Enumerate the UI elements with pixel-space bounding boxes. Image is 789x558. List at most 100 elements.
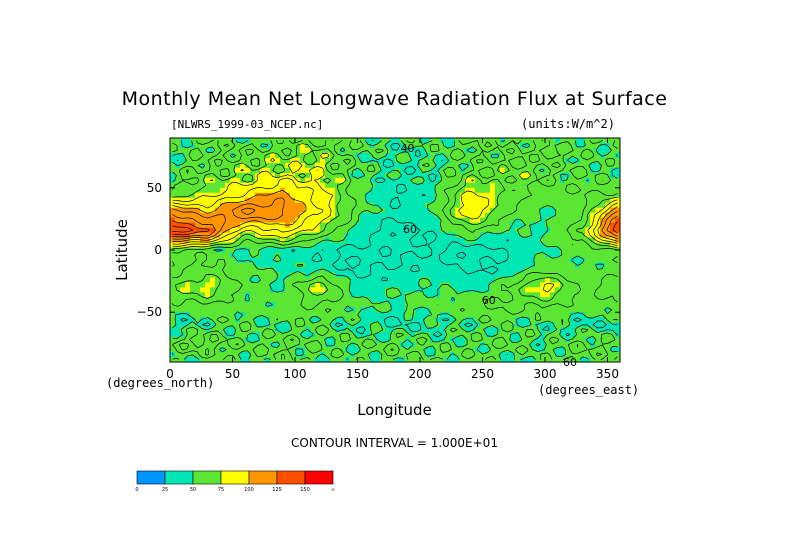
field-cell [450, 138, 456, 144]
field-cell [320, 312, 326, 318]
field-cell [565, 317, 571, 323]
field-cell [445, 272, 451, 278]
field-cell [240, 252, 246, 258]
field-cell [595, 287, 601, 293]
field-cell [505, 157, 511, 164]
field-cell [545, 312, 551, 318]
field-cell [430, 217, 436, 224]
field-cell [460, 252, 466, 258]
field-cell [340, 302, 346, 308]
field-cell [345, 352, 351, 358]
field-cell [615, 162, 620, 169]
field-cell [260, 167, 266, 174]
field-cell [545, 352, 551, 358]
field-cell [520, 182, 526, 189]
field-cell [570, 357, 576, 362]
field-cell [380, 142, 386, 149]
field-cell [615, 138, 620, 144]
field-cell [170, 302, 176, 308]
field-cell [585, 242, 591, 249]
field-cell [590, 292, 596, 298]
field-cell [230, 312, 236, 318]
field-cell [230, 277, 236, 283]
field-cell [490, 307, 496, 313]
field-cell [545, 217, 551, 224]
field-cell [490, 252, 496, 258]
field-cell [465, 232, 471, 239]
field-cell [265, 287, 271, 293]
field-cell [530, 292, 536, 298]
field-cell [210, 162, 216, 169]
field-cell [290, 337, 296, 343]
field-cell [305, 332, 311, 338]
field-cell [400, 302, 406, 308]
field-cell [360, 257, 366, 263]
field-cell [235, 172, 241, 179]
field-cell [190, 232, 196, 239]
field-cell [580, 307, 586, 313]
field-cell [180, 187, 186, 194]
field-cell [525, 242, 531, 249]
field-cell [480, 347, 486, 353]
field-cell [220, 357, 226, 362]
field-cell [415, 207, 421, 214]
field-cell [205, 147, 211, 154]
field-cell [220, 287, 226, 293]
field-cell [580, 177, 586, 184]
field-cell [330, 322, 336, 328]
field-cell [555, 142, 561, 149]
field-cell [615, 242, 620, 249]
field-cell [410, 217, 416, 224]
field-cell [500, 317, 506, 323]
field-cell [420, 312, 426, 318]
field-cell [300, 138, 306, 144]
field-cell [590, 322, 596, 328]
field-cell [510, 342, 516, 348]
field-cell [210, 277, 216, 283]
field-cell [590, 202, 596, 209]
field-cell [250, 182, 256, 189]
field-cell [530, 152, 536, 159]
field-cell [340, 162, 346, 169]
field-cell [510, 227, 516, 234]
field-cell [225, 267, 231, 273]
field-cell [500, 197, 506, 204]
field-cell [320, 237, 326, 244]
field-cell [390, 232, 396, 239]
field-cell [500, 352, 506, 358]
field-cell [595, 197, 601, 204]
field-cell [195, 138, 201, 144]
field-cell [580, 287, 586, 293]
field-cell [340, 282, 346, 288]
field-cell [610, 217, 616, 224]
field-cell [350, 147, 356, 154]
field-cell [600, 227, 606, 234]
field-cell [470, 307, 476, 313]
field-cell [175, 282, 181, 288]
field-cell [500, 172, 506, 179]
field-cell [615, 177, 620, 184]
field-cell [615, 167, 620, 174]
field-cell [505, 332, 511, 338]
field-cell [210, 182, 216, 189]
field-cell [520, 202, 526, 209]
field-cell [495, 217, 501, 224]
field-cell [185, 352, 191, 358]
field-cell [270, 172, 276, 179]
field-cell [580, 217, 586, 224]
field-cell [175, 307, 181, 313]
field-cell [520, 237, 526, 244]
field-cell [540, 177, 546, 184]
field-cell [320, 292, 326, 298]
field-cell [600, 167, 606, 174]
field-cell [260, 267, 266, 273]
field-cell [230, 147, 236, 154]
field-cell [420, 152, 426, 159]
field-cell [240, 302, 246, 308]
field-cell [215, 172, 221, 179]
field-cell [310, 207, 316, 214]
field-cell [345, 282, 351, 288]
field-cell [530, 187, 536, 194]
field-cell [330, 312, 336, 318]
field-cell [325, 332, 331, 338]
